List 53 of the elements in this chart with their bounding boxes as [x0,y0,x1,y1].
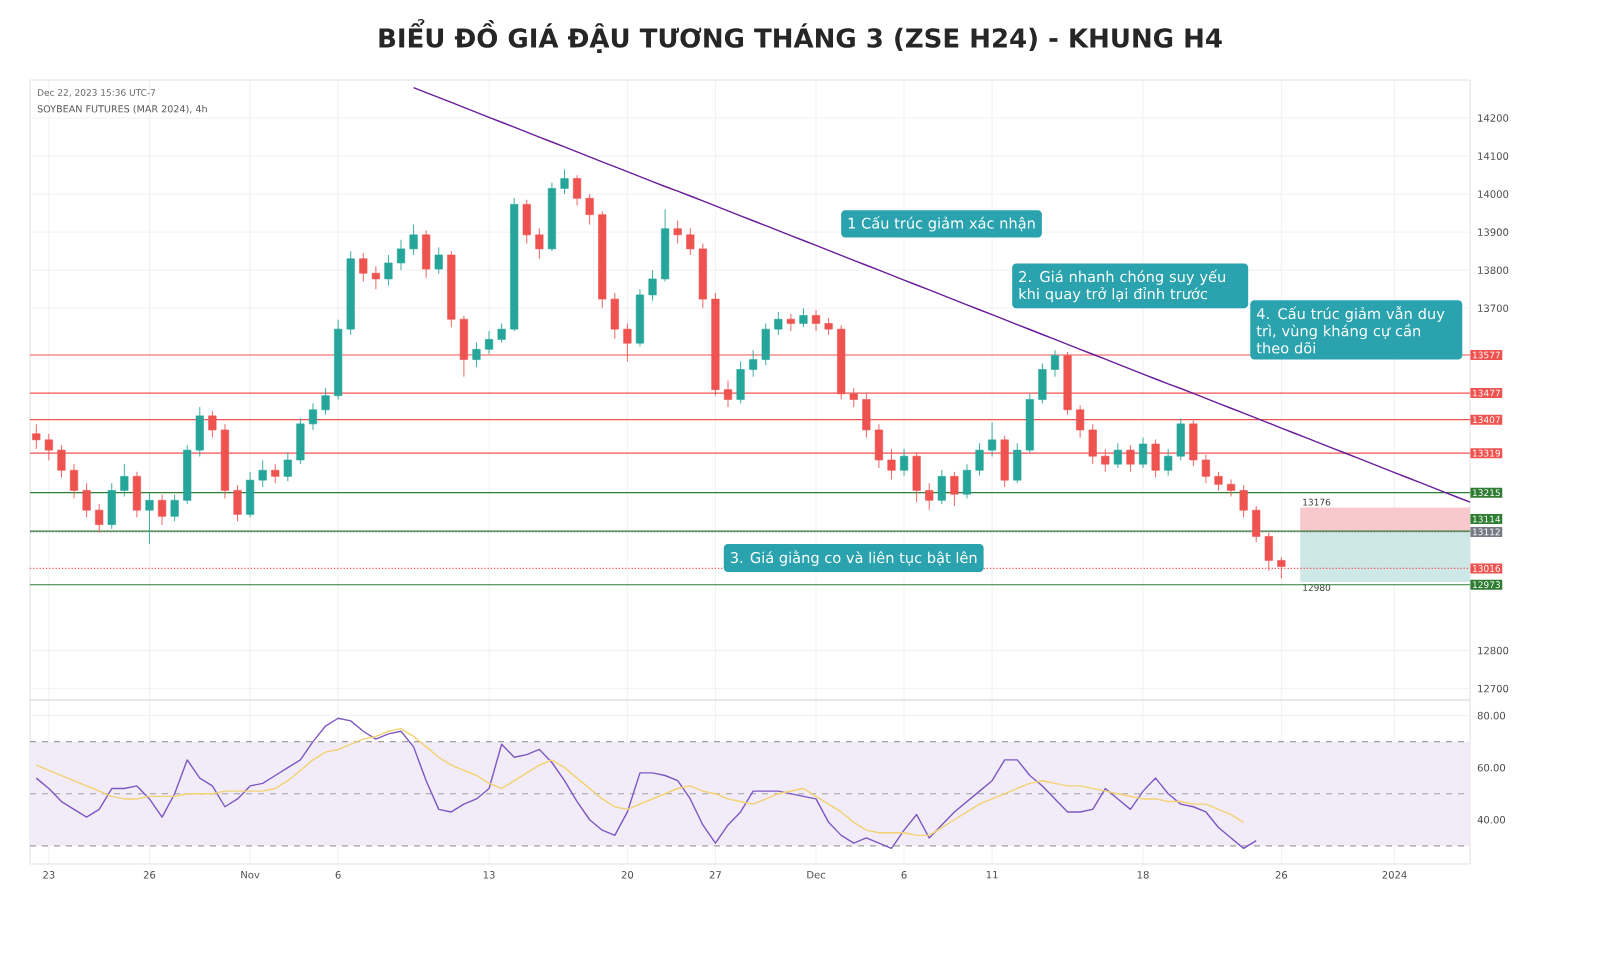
candlestick [107,482,116,530]
candlestick [120,463,129,497]
candlestick [32,423,41,450]
candlestick [434,246,443,275]
candlestick [786,313,795,332]
candlestick [321,387,330,416]
candlestick [975,442,984,477]
candlestick [1038,362,1047,404]
candlestick [69,463,79,499]
candlestick [384,254,393,286]
candlestick [937,469,946,505]
candlestick [774,311,783,336]
candlestick [95,503,104,534]
candlestick [1138,437,1148,469]
candlestick [157,494,167,526]
candlestick [484,330,494,355]
candlestick [396,239,406,271]
candlestick [497,322,506,343]
candlestick [736,361,745,404]
candlestick [1050,349,1060,378]
candlestick [258,459,267,488]
chart-title: BIỂU ĐỒ GIÁ ĐẬU TƯƠNG THÁNG 3 (ZSE H24) - KHUNG H4 [379,19,1222,53]
candlestick [799,307,808,328]
candlestick [925,482,934,511]
candlestick [988,421,997,458]
candlestick [422,229,431,279]
candlestick [950,471,959,507]
candlestick [145,492,154,545]
candlestick [1226,478,1236,497]
candlestick [648,269,657,302]
candlestick [283,452,292,482]
candlestick [170,494,179,522]
candlestick [296,418,305,465]
candlestick [233,484,242,522]
candlestick [962,463,972,499]
candlestick [535,227,544,260]
candlestick [1176,418,1185,461]
candlestick [900,448,909,477]
candlestick [673,220,682,245]
candlestick [1164,448,1173,477]
candlestick [560,168,569,195]
candlestick [308,402,318,431]
candlestick [132,471,141,518]
candlestick [1214,471,1223,492]
candlestick [1239,484,1248,518]
candlestick [246,471,255,518]
candlestick [522,199,531,245]
candlestick [409,224,418,256]
candlestick [271,463,280,484]
candlestick [811,309,821,332]
candlestick [82,482,91,518]
candlestick [472,342,481,368]
candlestick [1113,442,1122,469]
